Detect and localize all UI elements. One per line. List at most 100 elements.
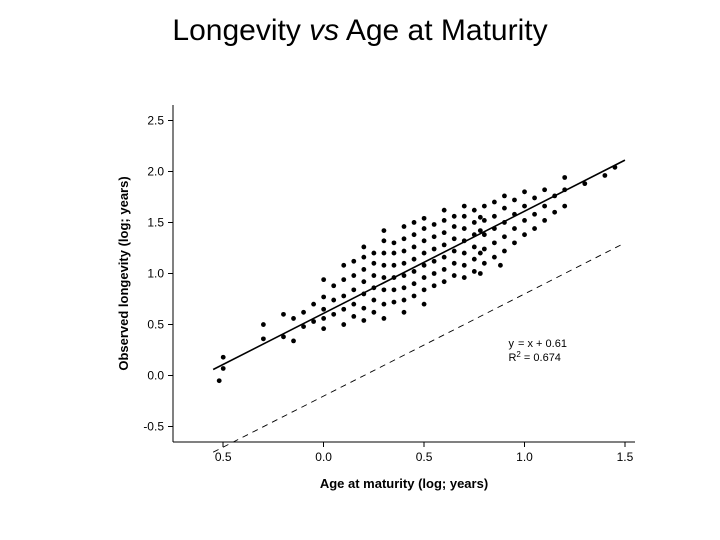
data-point (382, 316, 387, 321)
data-point (412, 220, 417, 225)
data-point (361, 279, 366, 284)
data-point (361, 255, 366, 260)
data-point (532, 212, 537, 217)
data-point (462, 263, 467, 268)
data-point (452, 236, 457, 241)
data-point (321, 316, 326, 321)
data-point (412, 294, 417, 299)
data-point (522, 189, 527, 194)
data-point (392, 287, 397, 292)
data-point (371, 273, 376, 278)
data-point (402, 236, 407, 241)
data-point (402, 310, 407, 315)
data-point (331, 298, 336, 303)
data-point (482, 261, 487, 266)
y-tick-label: -0.5 (143, 420, 164, 434)
data-point (402, 261, 407, 266)
data-point (371, 251, 376, 256)
data-point (331, 283, 336, 288)
data-point (261, 322, 266, 327)
x-tick-label: 0.0 (315, 450, 332, 464)
data-point (422, 216, 427, 221)
data-point (291, 339, 296, 344)
data-point (321, 295, 326, 300)
x-tick-label: 1.0 (516, 450, 533, 464)
y-tick-label: 2.0 (147, 164, 164, 178)
data-point (412, 245, 417, 250)
slide-title: Longevity vs Age at Maturity (0, 14, 720, 48)
data-point (371, 310, 376, 315)
data-point (392, 240, 397, 245)
data-point (382, 251, 387, 256)
data-point (341, 322, 346, 327)
data-point (492, 255, 497, 260)
data-point (331, 312, 336, 317)
data-point (432, 222, 437, 227)
data-point (382, 228, 387, 233)
data-point (382, 238, 387, 243)
y-tick-label: 1.0 (147, 267, 164, 281)
data-point (361, 267, 366, 272)
data-point (412, 281, 417, 286)
data-point (482, 247, 487, 252)
data-point (542, 204, 547, 209)
data-point (472, 220, 477, 225)
data-point (532, 226, 537, 231)
x-tick-label: 0.5 (215, 450, 232, 464)
data-point (452, 273, 457, 278)
data-point (512, 240, 517, 245)
plot-bg (110, 95, 650, 500)
data-point (412, 232, 417, 237)
data-point (552, 210, 557, 215)
data-point (321, 307, 326, 312)
data-point (217, 378, 222, 383)
y-tick-label: 2.5 (147, 113, 164, 127)
data-point (371, 298, 376, 303)
data-point (341, 294, 346, 299)
data-point (502, 193, 507, 198)
data-point (321, 277, 326, 282)
data-point (301, 310, 306, 315)
x-tick-label: 0.5 (416, 450, 433, 464)
data-point (472, 257, 477, 262)
data-point (432, 271, 437, 276)
data-point (382, 263, 387, 268)
equation-label: y = x + 0.61 (508, 338, 567, 350)
data-point (522, 204, 527, 209)
data-point (261, 336, 266, 341)
data-point (281, 312, 286, 317)
data-point (392, 300, 397, 305)
data-point (351, 259, 356, 264)
data-point (422, 251, 427, 256)
data-point (412, 269, 417, 274)
data-point (321, 326, 326, 331)
data-point (392, 251, 397, 256)
y-tick-label: 0.0 (147, 369, 164, 383)
data-point (442, 230, 447, 235)
data-point (422, 275, 427, 280)
data-point (412, 257, 417, 262)
title-text: Age at Maturity (339, 14, 547, 47)
data-point (392, 263, 397, 268)
data-point (442, 243, 447, 248)
data-point (402, 249, 407, 254)
data-point (382, 287, 387, 292)
data-point (371, 261, 376, 266)
data-point (221, 366, 226, 371)
data-point (478, 215, 483, 220)
data-point (522, 232, 527, 237)
data-point (502, 234, 507, 239)
y-tick-label: 0.5 (147, 318, 164, 332)
data-point (452, 249, 457, 254)
data-point (432, 259, 437, 264)
data-point (422, 302, 427, 307)
data-point (512, 198, 517, 203)
data-point (482, 218, 487, 223)
data-point (422, 226, 427, 231)
data-point (542, 218, 547, 223)
data-point (462, 214, 467, 219)
data-point (402, 224, 407, 229)
data-point (341, 277, 346, 282)
data-point (502, 249, 507, 254)
data-point (482, 204, 487, 209)
